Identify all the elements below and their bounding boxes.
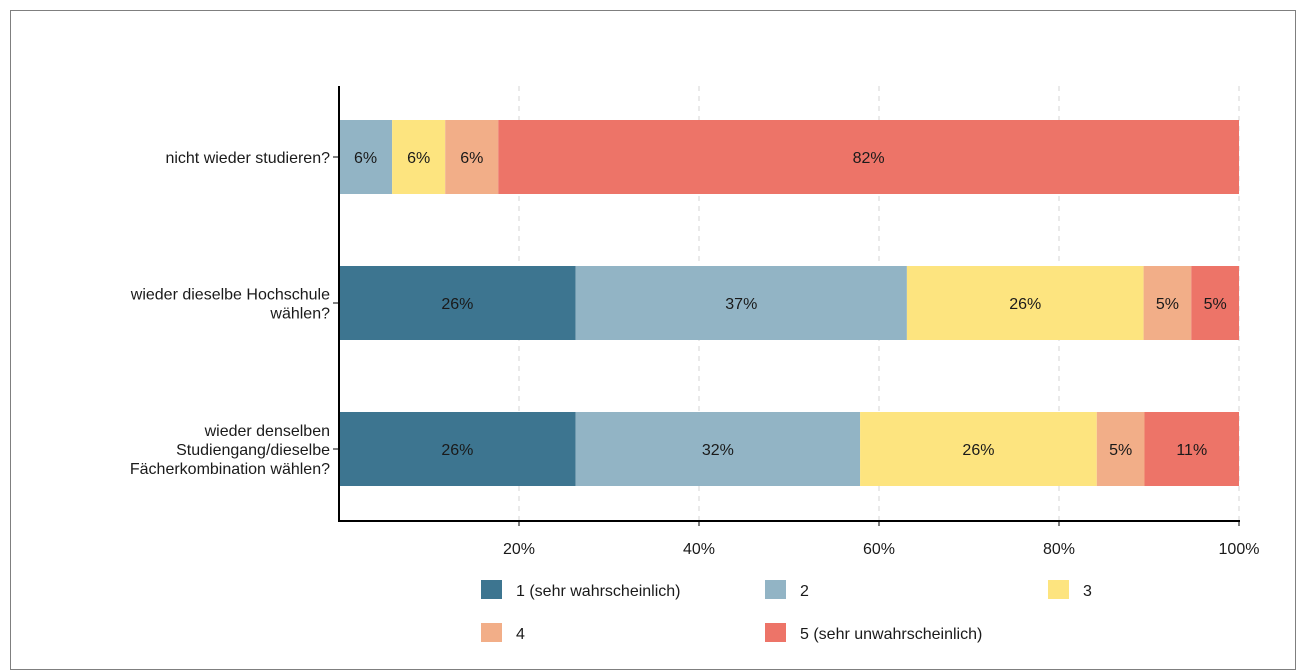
category-labels: nicht wieder studieren? wieder dieselbe H…	[130, 150, 330, 478]
legend-item[interactable]: 2	[765, 580, 809, 600]
category-label-line: wieder denselben	[204, 423, 330, 440]
x-tick-label: 60%	[863, 541, 895, 558]
bar-segment	[339, 120, 393, 194]
bar-segment	[1143, 266, 1192, 340]
legend-item[interactable]: 1 (sehr wahrscheinlich)	[481, 580, 681, 600]
bar-segment	[1191, 266, 1239, 340]
bar-segment	[339, 412, 576, 486]
data-label: 11%	[1176, 442, 1207, 459]
category-label: wieder dieselbe Hochschule wählen?	[130, 287, 330, 323]
bar-segment	[1096, 412, 1145, 486]
legend-label: 5 (sehr unwahrscheinlich)	[800, 626, 982, 643]
bar-segment	[392, 120, 446, 194]
legend-item[interactable]: 4	[481, 623, 525, 643]
x-tick-labels: 20% 40% 60% 80% 100%	[503, 541, 1259, 558]
category-label-line: nicht wieder studieren?	[165, 150, 330, 167]
category-label-line: wieder dieselbe Hochschule	[130, 287, 330, 304]
category-label: wieder denselben Studiengang/dieselbe Fäch…	[130, 423, 330, 478]
legend[interactable]: 1 (sehr wahrscheinlich) 2 3 4 5 (sehr unwahr…	[481, 580, 1092, 643]
data-label: 32%	[702, 442, 734, 459]
data-label: 26%	[441, 296, 473, 313]
data-label: 37%	[725, 296, 757, 313]
data-label: 26%	[1009, 296, 1041, 313]
bar-segment	[860, 412, 1097, 486]
bar-segment	[339, 266, 576, 340]
legend-swatch	[1048, 580, 1069, 599]
legend-item[interactable]: 5 (sehr unwahrscheinlich)	[765, 623, 982, 643]
legend-label: 3	[1083, 583, 1092, 600]
legend-item[interactable]: 3	[1048, 580, 1092, 600]
data-label: 5%	[1204, 296, 1227, 313]
bar-segment	[445, 120, 499, 194]
bars: 6% 6% 6% 82% 26% 37% 26% 5% 5% 26% 32% 26% 5% 11%	[339, 120, 1239, 486]
legend-label: 1 (sehr wahrscheinlich)	[516, 583, 681, 600]
data-label: 5%	[1109, 442, 1132, 459]
data-label: 6%	[407, 150, 430, 167]
category-label-line: Studiengang/dieselbe	[176, 442, 330, 459]
bar-segment	[1144, 412, 1239, 486]
data-label: 6%	[354, 150, 377, 167]
bar-segment	[498, 120, 1239, 194]
bar-segment	[906, 266, 1144, 340]
data-label: 26%	[962, 442, 994, 459]
category-label-line: Fächerkombination wählen?	[130, 461, 330, 478]
bar-segment	[575, 266, 907, 340]
data-label: 6%	[460, 150, 483, 167]
data-label: 82%	[853, 150, 885, 167]
category-label: nicht wieder studieren?	[165, 150, 330, 167]
data-label: 26%	[441, 442, 473, 459]
legend-label: 2	[800, 583, 809, 600]
legend-swatch	[765, 623, 786, 642]
legend-swatch	[481, 623, 502, 642]
bar-segment	[575, 412, 861, 486]
x-tick-label: 40%	[683, 541, 715, 558]
legend-swatch	[481, 580, 502, 599]
legend-swatch	[765, 580, 786, 599]
x-tick-label: 80%	[1043, 541, 1075, 558]
data-label: 5%	[1156, 296, 1179, 313]
legend-label: 4	[516, 626, 525, 643]
category-label-line: wählen?	[269, 306, 330, 323]
axes	[333, 86, 1240, 526]
x-tick-label: 100%	[1219, 541, 1260, 558]
x-tick-label: 20%	[503, 541, 535, 558]
